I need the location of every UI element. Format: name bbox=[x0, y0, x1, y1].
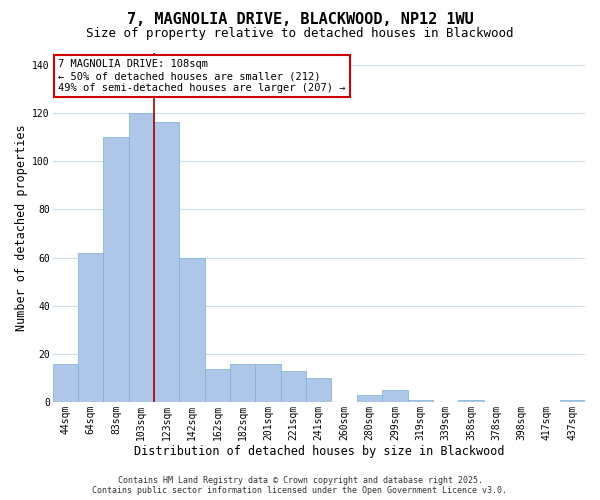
Bar bbox=[382, 390, 407, 402]
Bar bbox=[179, 258, 205, 402]
Bar bbox=[407, 400, 433, 402]
Bar bbox=[103, 137, 128, 402]
Text: 7 MAGNOLIA DRIVE: 108sqm
← 50% of detached houses are smaller (212)
49% of semi-: 7 MAGNOLIA DRIVE: 108sqm ← 50% of detach… bbox=[58, 60, 346, 92]
Bar bbox=[357, 395, 382, 402]
Bar bbox=[256, 364, 281, 403]
Bar bbox=[458, 400, 484, 402]
Text: Size of property relative to detached houses in Blackwood: Size of property relative to detached ho… bbox=[86, 28, 514, 40]
Bar bbox=[306, 378, 331, 402]
Text: 7, MAGNOLIA DRIVE, BLACKWOOD, NP12 1WU: 7, MAGNOLIA DRIVE, BLACKWOOD, NP12 1WU bbox=[127, 12, 473, 28]
Bar bbox=[53, 364, 78, 403]
Bar bbox=[281, 371, 306, 402]
X-axis label: Distribution of detached houses by size in Blackwood: Distribution of detached houses by size … bbox=[134, 444, 504, 458]
Text: Contains HM Land Registry data © Crown copyright and database right 2025.
Contai: Contains HM Land Registry data © Crown c… bbox=[92, 476, 508, 495]
Bar bbox=[78, 252, 103, 402]
Bar bbox=[154, 122, 179, 402]
Bar bbox=[205, 368, 230, 402]
Bar bbox=[560, 400, 585, 402]
Y-axis label: Number of detached properties: Number of detached properties bbox=[15, 124, 28, 330]
Bar bbox=[128, 113, 154, 403]
Bar bbox=[230, 364, 256, 403]
